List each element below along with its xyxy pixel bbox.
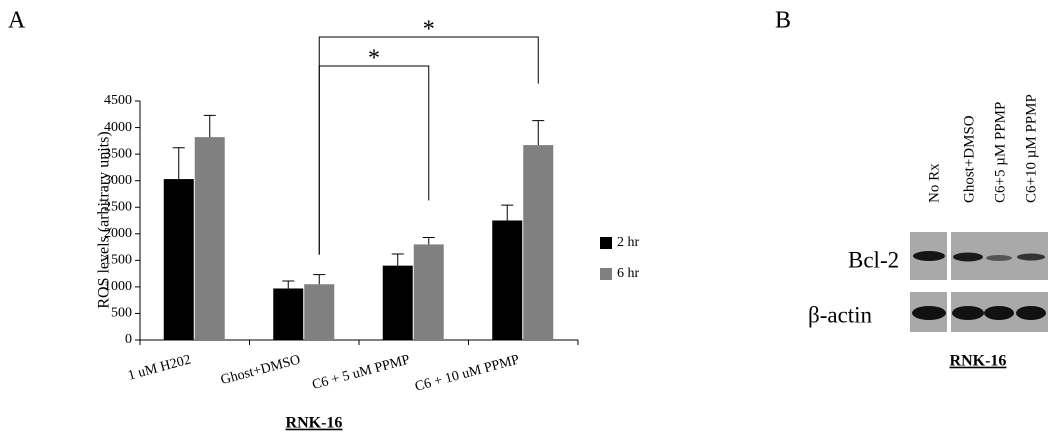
error-bar <box>532 120 545 146</box>
error-bar <box>501 204 514 221</box>
band <box>1017 253 1045 261</box>
bar <box>523 145 554 340</box>
lane-label: C6+5 µM PPMP <box>992 102 1008 203</box>
error-bar <box>172 147 185 180</box>
significance-bracket <box>318 65 430 255</box>
bar <box>273 288 304 340</box>
y-tick-label: 1000 <box>104 279 132 294</box>
x-tick-label: Ghost+DMSO <box>219 352 302 388</box>
bar <box>163 179 194 340</box>
y-tick-label: 2000 <box>104 226 132 241</box>
legend-label: 6 hr <box>617 266 640 281</box>
band <box>953 252 983 262</box>
y-tick-label: 2500 <box>104 199 132 214</box>
significance-label: * <box>423 17 435 43</box>
significance-bracket <box>318 36 539 255</box>
band <box>984 306 1014 320</box>
y-axis-label: ROS levels (arbitrary units) <box>96 131 113 308</box>
y-tick-label: 4000 <box>104 120 132 135</box>
error-bar <box>203 114 216 138</box>
lane-label: C6+10 µM PPMP <box>1023 94 1039 203</box>
error-bar <box>391 253 404 266</box>
y-tick-label: 4500 <box>104 93 132 108</box>
legend-label: 2 hr <box>617 235 640 250</box>
y-tick-label: 500 <box>111 306 132 321</box>
legend-swatch <box>600 268 612 280</box>
bar <box>304 284 335 340</box>
bar <box>413 244 444 340</box>
band <box>1016 306 1046 320</box>
error-bar <box>313 274 326 285</box>
band <box>913 251 945 261</box>
lane-label: Ghost+DMSO <box>961 115 977 203</box>
bar <box>194 137 225 340</box>
band <box>952 306 984 320</box>
error-bar <box>282 280 295 289</box>
x-tick-label: C6 + 10 uM PPMP <box>413 352 521 394</box>
row-label: β-actin <box>808 302 873 327</box>
lane-label: No Rx <box>926 163 942 203</box>
row-label: Bcl-2 <box>848 247 899 272</box>
x-tick-label: C6 + 5 uM PPMP <box>311 352 412 393</box>
bar <box>382 265 413 340</box>
y-tick-label: 3500 <box>104 146 132 161</box>
band <box>986 255 1012 261</box>
panel-label: B <box>775 8 791 34</box>
blot-caption: RNK-16 <box>950 353 1007 370</box>
y-tick-label: 1500 <box>104 253 132 268</box>
y-tick-label: 0 <box>125 332 132 347</box>
bar <box>492 220 523 340</box>
panel-label: A <box>8 8 26 34</box>
significance-label: * <box>368 46 380 72</box>
blot <box>910 232 1048 332</box>
band <box>912 306 946 320</box>
x-axis-label: RNK-16 <box>286 415 343 432</box>
y-tick-label: 3000 <box>104 173 132 188</box>
x-tick-label: 1 uM H202 <box>126 352 192 383</box>
error-bar <box>422 236 435 245</box>
legend-swatch <box>600 237 612 249</box>
